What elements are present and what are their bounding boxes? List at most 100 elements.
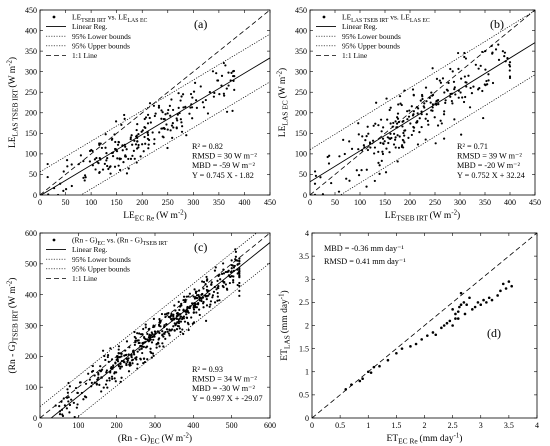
data-point [367, 132, 370, 135]
data-point [131, 350, 135, 353]
data-point [77, 203, 79, 205]
data-point [420, 113, 423, 116]
y-tick-label: 3.5 [299, 252, 309, 261]
data-point [162, 118, 165, 121]
data-point [165, 123, 168, 126]
data-point [485, 301, 488, 304]
data-point [373, 179, 376, 183]
data-point [415, 121, 419, 124]
data-point [418, 131, 421, 134]
data-point [179, 320, 183, 323]
data-point [234, 248, 237, 251]
data-point [165, 323, 168, 326]
data-point [101, 168, 105, 171]
data-point [198, 313, 201, 317]
data-point [204, 319, 208, 322]
data-point [451, 70, 454, 73]
data-point [457, 67, 460, 71]
data-point [397, 146, 401, 149]
data-point [392, 121, 395, 125]
data-point [421, 97, 424, 101]
legend-marker [52, 238, 56, 242]
data-point [503, 51, 507, 54]
data-point [443, 91, 446, 94]
data-point [62, 397, 65, 400]
data-point [131, 143, 134, 146]
data-point [151, 352, 155, 355]
data-point [201, 280, 204, 283]
data-point [144, 326, 147, 329]
data-point [138, 332, 141, 335]
data-point [381, 150, 384, 153]
data-point [410, 133, 413, 137]
data-point [426, 334, 429, 337]
data-point [463, 312, 467, 316]
data-point [161, 330, 164, 333]
data-point [453, 86, 456, 89]
data-point [479, 64, 482, 67]
data-point [179, 305, 182, 308]
stat-line: R² = 0.82 [192, 142, 223, 151]
data-point [439, 81, 443, 84]
data-point [442, 324, 446, 327]
legend-entry-label: 95% Lower bounds [342, 32, 401, 41]
data-point [160, 109, 163, 112]
data-point [128, 346, 131, 349]
data-point [117, 363, 120, 367]
data-point [155, 343, 158, 346]
data-point [116, 356, 120, 359]
data-point [230, 275, 233, 278]
data-point [58, 419, 60, 421]
data-point [166, 112, 169, 115]
data-point [201, 296, 205, 299]
data-point [444, 99, 447, 102]
data-point [470, 91, 474, 95]
data-point [395, 122, 399, 125]
x-tick-label: 350 [479, 198, 491, 207]
data-point [384, 171, 388, 174]
data-point [238, 284, 241, 288]
data-point [123, 113, 126, 117]
data-point [103, 354, 106, 358]
data-point [206, 290, 209, 293]
y-tick-label: 500 [25, 260, 37, 269]
data-point [160, 312, 164, 316]
one-to-one-line [40, 233, 270, 418]
y-tick-label: 0 [33, 191, 37, 200]
data-point [110, 375, 114, 378]
data-point [189, 106, 192, 109]
data-point [373, 152, 376, 155]
data-point [125, 148, 128, 151]
data-point [232, 278, 235, 282]
y-axis-label: (Rn - G)TSEB IRT (W m-2) [7, 278, 20, 374]
data-point [110, 358, 114, 361]
data-point [123, 143, 126, 146]
data-point [468, 296, 471, 300]
data-point [111, 151, 115, 154]
data-point [481, 89, 484, 93]
data-point [157, 104, 161, 107]
data-point [228, 281, 231, 285]
data-point [179, 118, 182, 121]
data-point [477, 88, 480, 91]
y-axis-label: ETLAS (mm day-1) [279, 290, 292, 360]
data-point [372, 124, 375, 127]
data-point [181, 125, 184, 128]
data-point [168, 316, 172, 319]
data-point [215, 288, 218, 291]
data-point [400, 144, 404, 147]
upper-bound-line [40, 33, 270, 173]
data-point [177, 320, 181, 323]
data-point [118, 365, 122, 368]
data-point [456, 310, 460, 313]
data-point [465, 85, 468, 88]
data-point [104, 383, 108, 386]
data-point [365, 185, 368, 188]
data-point [175, 117, 178, 120]
data-point [179, 315, 182, 318]
data-point [372, 365, 376, 369]
data-point [391, 125, 394, 128]
data-point [435, 77, 439, 80]
data-point [163, 325, 166, 329]
